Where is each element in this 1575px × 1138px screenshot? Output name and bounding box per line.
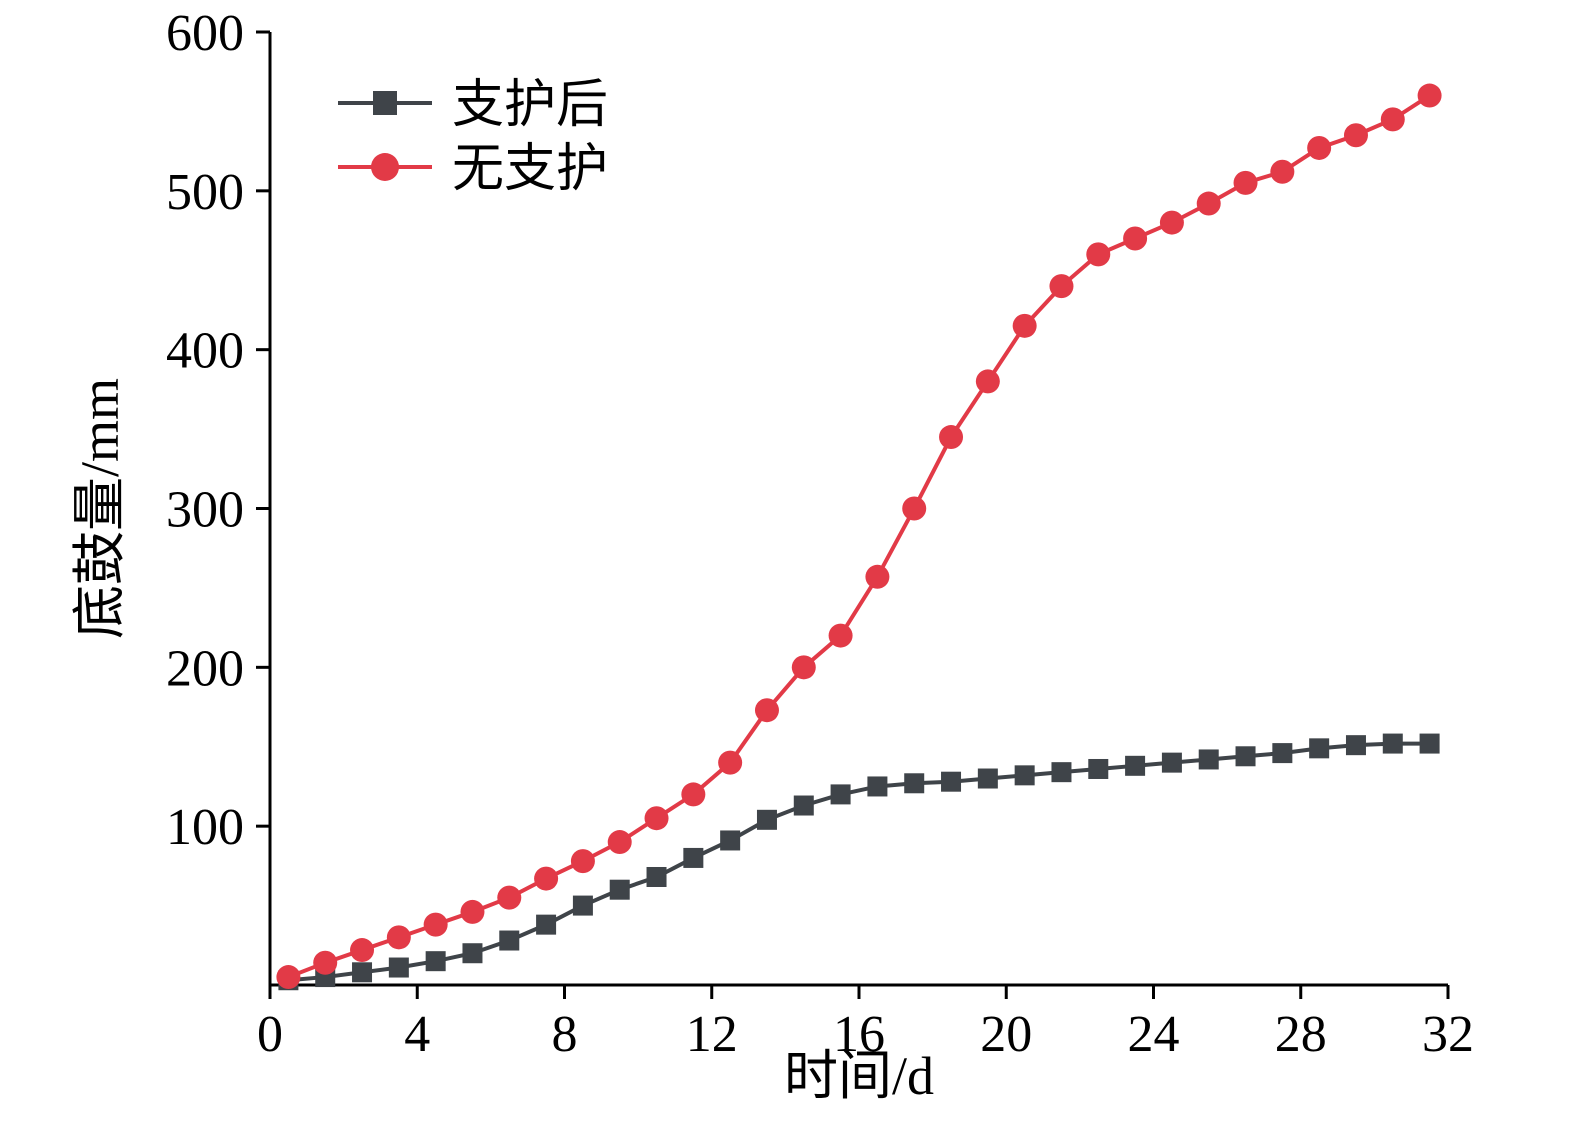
y-tick-label: 200 xyxy=(166,640,244,697)
circle-marker xyxy=(1049,274,1074,299)
square-marker xyxy=(572,895,593,916)
x-tick-label: 0 xyxy=(257,1006,283,1063)
circle-marker xyxy=(754,698,779,723)
x-tick-label: 28 xyxy=(1275,1006,1327,1063)
square-marker xyxy=(388,957,409,978)
circle-marker xyxy=(1196,191,1221,216)
circle-marker xyxy=(1086,242,1111,267)
y-tick-label: 100 xyxy=(166,799,244,856)
circle-marker xyxy=(975,369,1000,394)
circle-marker xyxy=(1159,210,1184,235)
square-marker xyxy=(1309,738,1330,759)
circle-marker xyxy=(497,885,522,910)
circle-marker xyxy=(828,623,853,648)
square-marker xyxy=(352,962,373,983)
circle-marker xyxy=(1307,135,1332,160)
y-tick-label: 300 xyxy=(166,482,244,539)
series-line-0 xyxy=(288,741,1430,983)
square-marker xyxy=(1198,749,1219,770)
square-marker xyxy=(904,773,925,794)
y-tick-label: 500 xyxy=(166,164,244,221)
square-marker xyxy=(793,795,814,816)
x-tick-label: 24 xyxy=(1128,1006,1180,1063)
square-marker xyxy=(720,830,741,851)
square-marker xyxy=(609,879,630,900)
square-marker xyxy=(499,930,520,951)
square-marker xyxy=(1125,755,1146,776)
square-marker xyxy=(830,784,851,805)
square-marker xyxy=(646,866,667,887)
x-tick-label: 4 xyxy=(404,1006,430,1063)
circle-marker xyxy=(1233,170,1258,195)
circle-marker xyxy=(423,912,448,937)
circle-marker xyxy=(791,655,816,680)
square-marker xyxy=(425,951,446,972)
series-0 xyxy=(278,733,1440,991)
square-marker xyxy=(683,847,704,868)
circle-marker xyxy=(276,965,301,990)
square-marker xyxy=(1382,733,1403,754)
legend-label-0: 支护后 xyxy=(452,77,608,134)
circle-marker xyxy=(1380,107,1405,132)
square-marker xyxy=(977,768,998,789)
square-marker xyxy=(373,91,397,115)
legend-label-1: 无支护 xyxy=(452,141,608,198)
circle-marker xyxy=(371,153,399,181)
square-marker xyxy=(536,914,557,935)
circle-marker xyxy=(460,899,485,924)
square-marker xyxy=(1345,735,1366,756)
circle-marker xyxy=(681,782,706,807)
square-marker xyxy=(941,771,962,792)
square-marker xyxy=(462,943,483,964)
x-axis-title: 时间/d xyxy=(784,1046,934,1106)
x-tick-label: 16 xyxy=(833,1006,885,1063)
circle-marker xyxy=(534,866,559,891)
x-tick-label: 32 xyxy=(1422,1006,1474,1063)
circle-marker xyxy=(313,950,338,975)
square-marker xyxy=(1014,765,1035,786)
circle-marker xyxy=(718,750,743,775)
x-tick-label: 8 xyxy=(552,1006,578,1063)
circle-marker xyxy=(1417,83,1442,108)
square-marker xyxy=(867,776,888,797)
circle-marker xyxy=(1270,159,1295,184)
y-tick-label: 600 xyxy=(166,5,244,62)
square-marker xyxy=(1419,733,1440,754)
x-tick-label: 12 xyxy=(686,1006,738,1063)
circle-marker xyxy=(865,564,890,589)
legend-item-1: 无支护 xyxy=(338,141,608,198)
circle-marker xyxy=(570,849,595,874)
circle-marker xyxy=(939,425,964,450)
square-marker xyxy=(756,809,777,830)
circle-marker xyxy=(607,830,632,855)
square-marker xyxy=(1235,746,1256,767)
circle-marker xyxy=(1012,313,1037,338)
series-line-1 xyxy=(287,93,1431,979)
square-marker xyxy=(1161,752,1182,773)
square-marker xyxy=(1051,762,1072,783)
circle-marker xyxy=(1123,226,1148,251)
square-marker xyxy=(1088,758,1109,779)
axes: 0 4 8 12 16 20 24 28 32 100 200 300 400 500 600 时间/d 底鼓量… xyxy=(70,5,1474,1106)
circle-marker xyxy=(386,925,411,950)
y-axis-title: 底鼓量/mm xyxy=(70,378,130,639)
circle-marker xyxy=(644,806,669,831)
series-1 xyxy=(276,83,1442,990)
y-tick-label: 400 xyxy=(166,323,244,380)
circle-marker xyxy=(1343,123,1368,148)
circle-marker xyxy=(350,938,375,963)
x-tick-label: 20 xyxy=(980,1006,1032,1063)
legend-item-0: 支护后 xyxy=(338,77,608,134)
square-marker xyxy=(1272,743,1293,764)
circle-marker xyxy=(902,496,927,521)
